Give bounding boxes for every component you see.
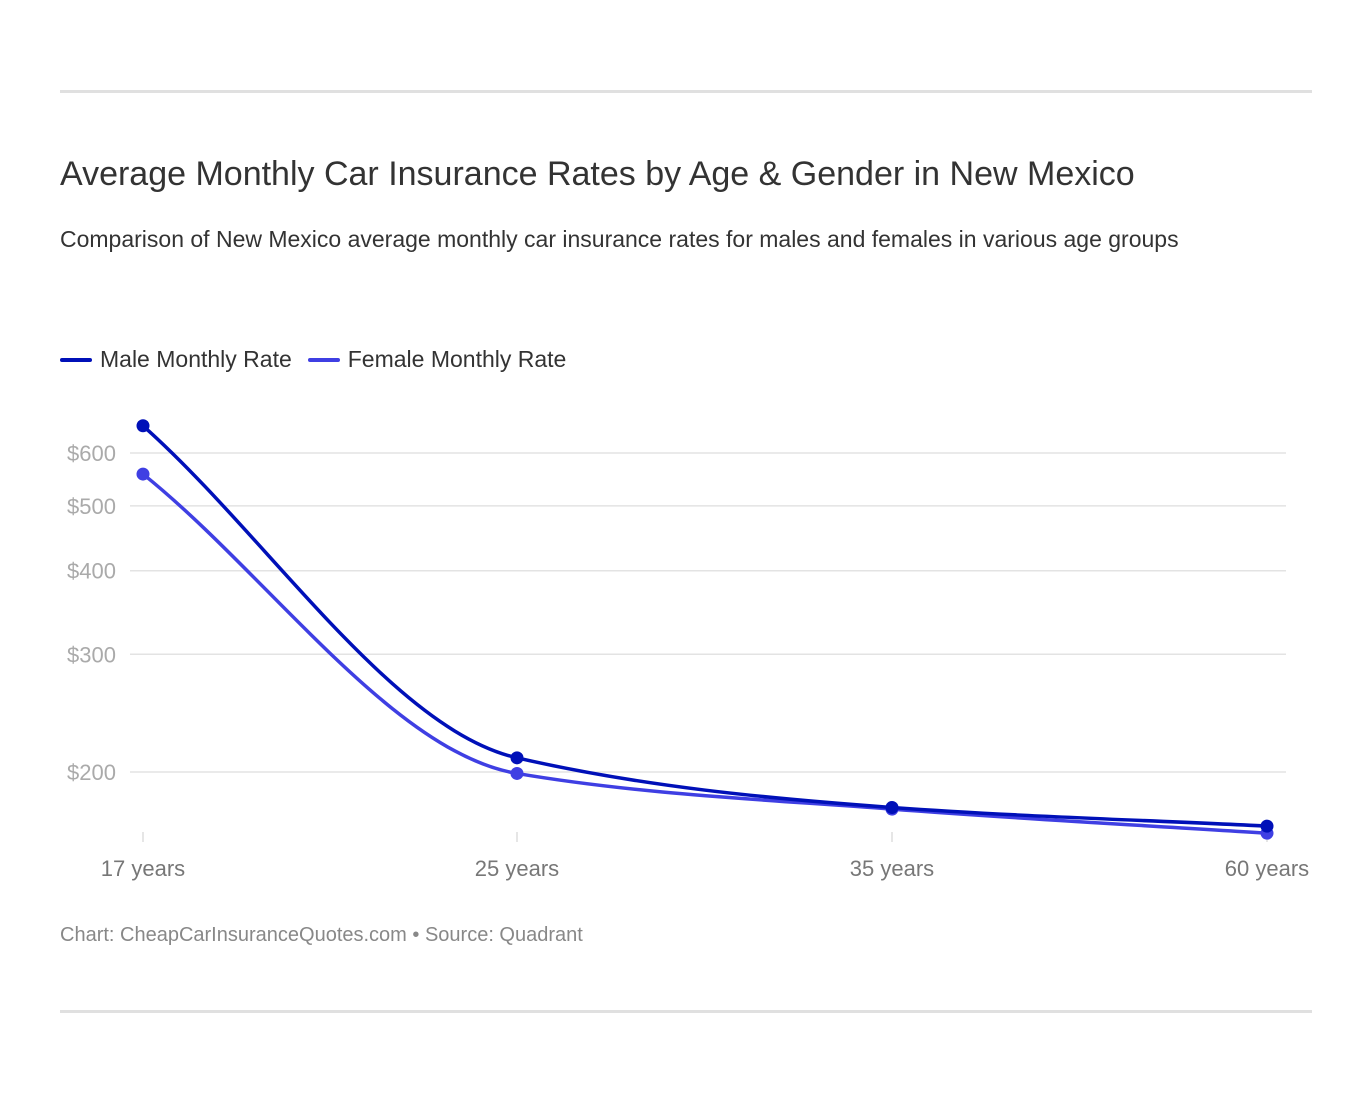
bottom-divider [60, 1010, 1312, 1013]
legend-swatch-female [307, 357, 340, 362]
legend-item-male[interactable]: Male Monthly Rate [60, 346, 292, 373]
series-line-female [141, 472, 1268, 835]
y-tick-label: $500 [67, 494, 116, 519]
y-tick-label: $600 [67, 441, 116, 466]
y-tick-label: $400 [67, 559, 116, 584]
data-point [136, 467, 150, 481]
data-point [1260, 819, 1274, 833]
chart-subtitle: Comparison of New Mexico average monthly… [60, 226, 1179, 252]
legend-label-male: Male Monthly Rate [100, 346, 292, 372]
series-line-male [141, 424, 1268, 828]
x-tick-label: 17 years [101, 856, 185, 881]
legend-item-female[interactable]: Female Monthly Rate [307, 346, 567, 373]
data-point [510, 751, 524, 765]
top-divider [60, 90, 1312, 93]
legend-swatch-male [60, 357, 92, 362]
x-tick-label: 60 years [1225, 856, 1309, 881]
x-tick-label: 35 years [850, 856, 934, 881]
data-point [885, 800, 899, 814]
x-tick-label: 25 years [475, 856, 559, 881]
data-point [510, 766, 524, 780]
data-point [136, 419, 150, 433]
legend-label-female: Female Monthly Rate [347, 346, 567, 372]
y-tick-label: $300 [67, 642, 116, 667]
chart-title: Average Monthly Car Insurance Rates by A… [60, 155, 1135, 193]
chart-source: Chart: CheapCarInsuranceQuotes.com • Sou… [60, 924, 583, 946]
y-tick-label: $200 [67, 760, 116, 785]
legend: Male Monthly Rate Female Monthly Rate [60, 346, 582, 373]
